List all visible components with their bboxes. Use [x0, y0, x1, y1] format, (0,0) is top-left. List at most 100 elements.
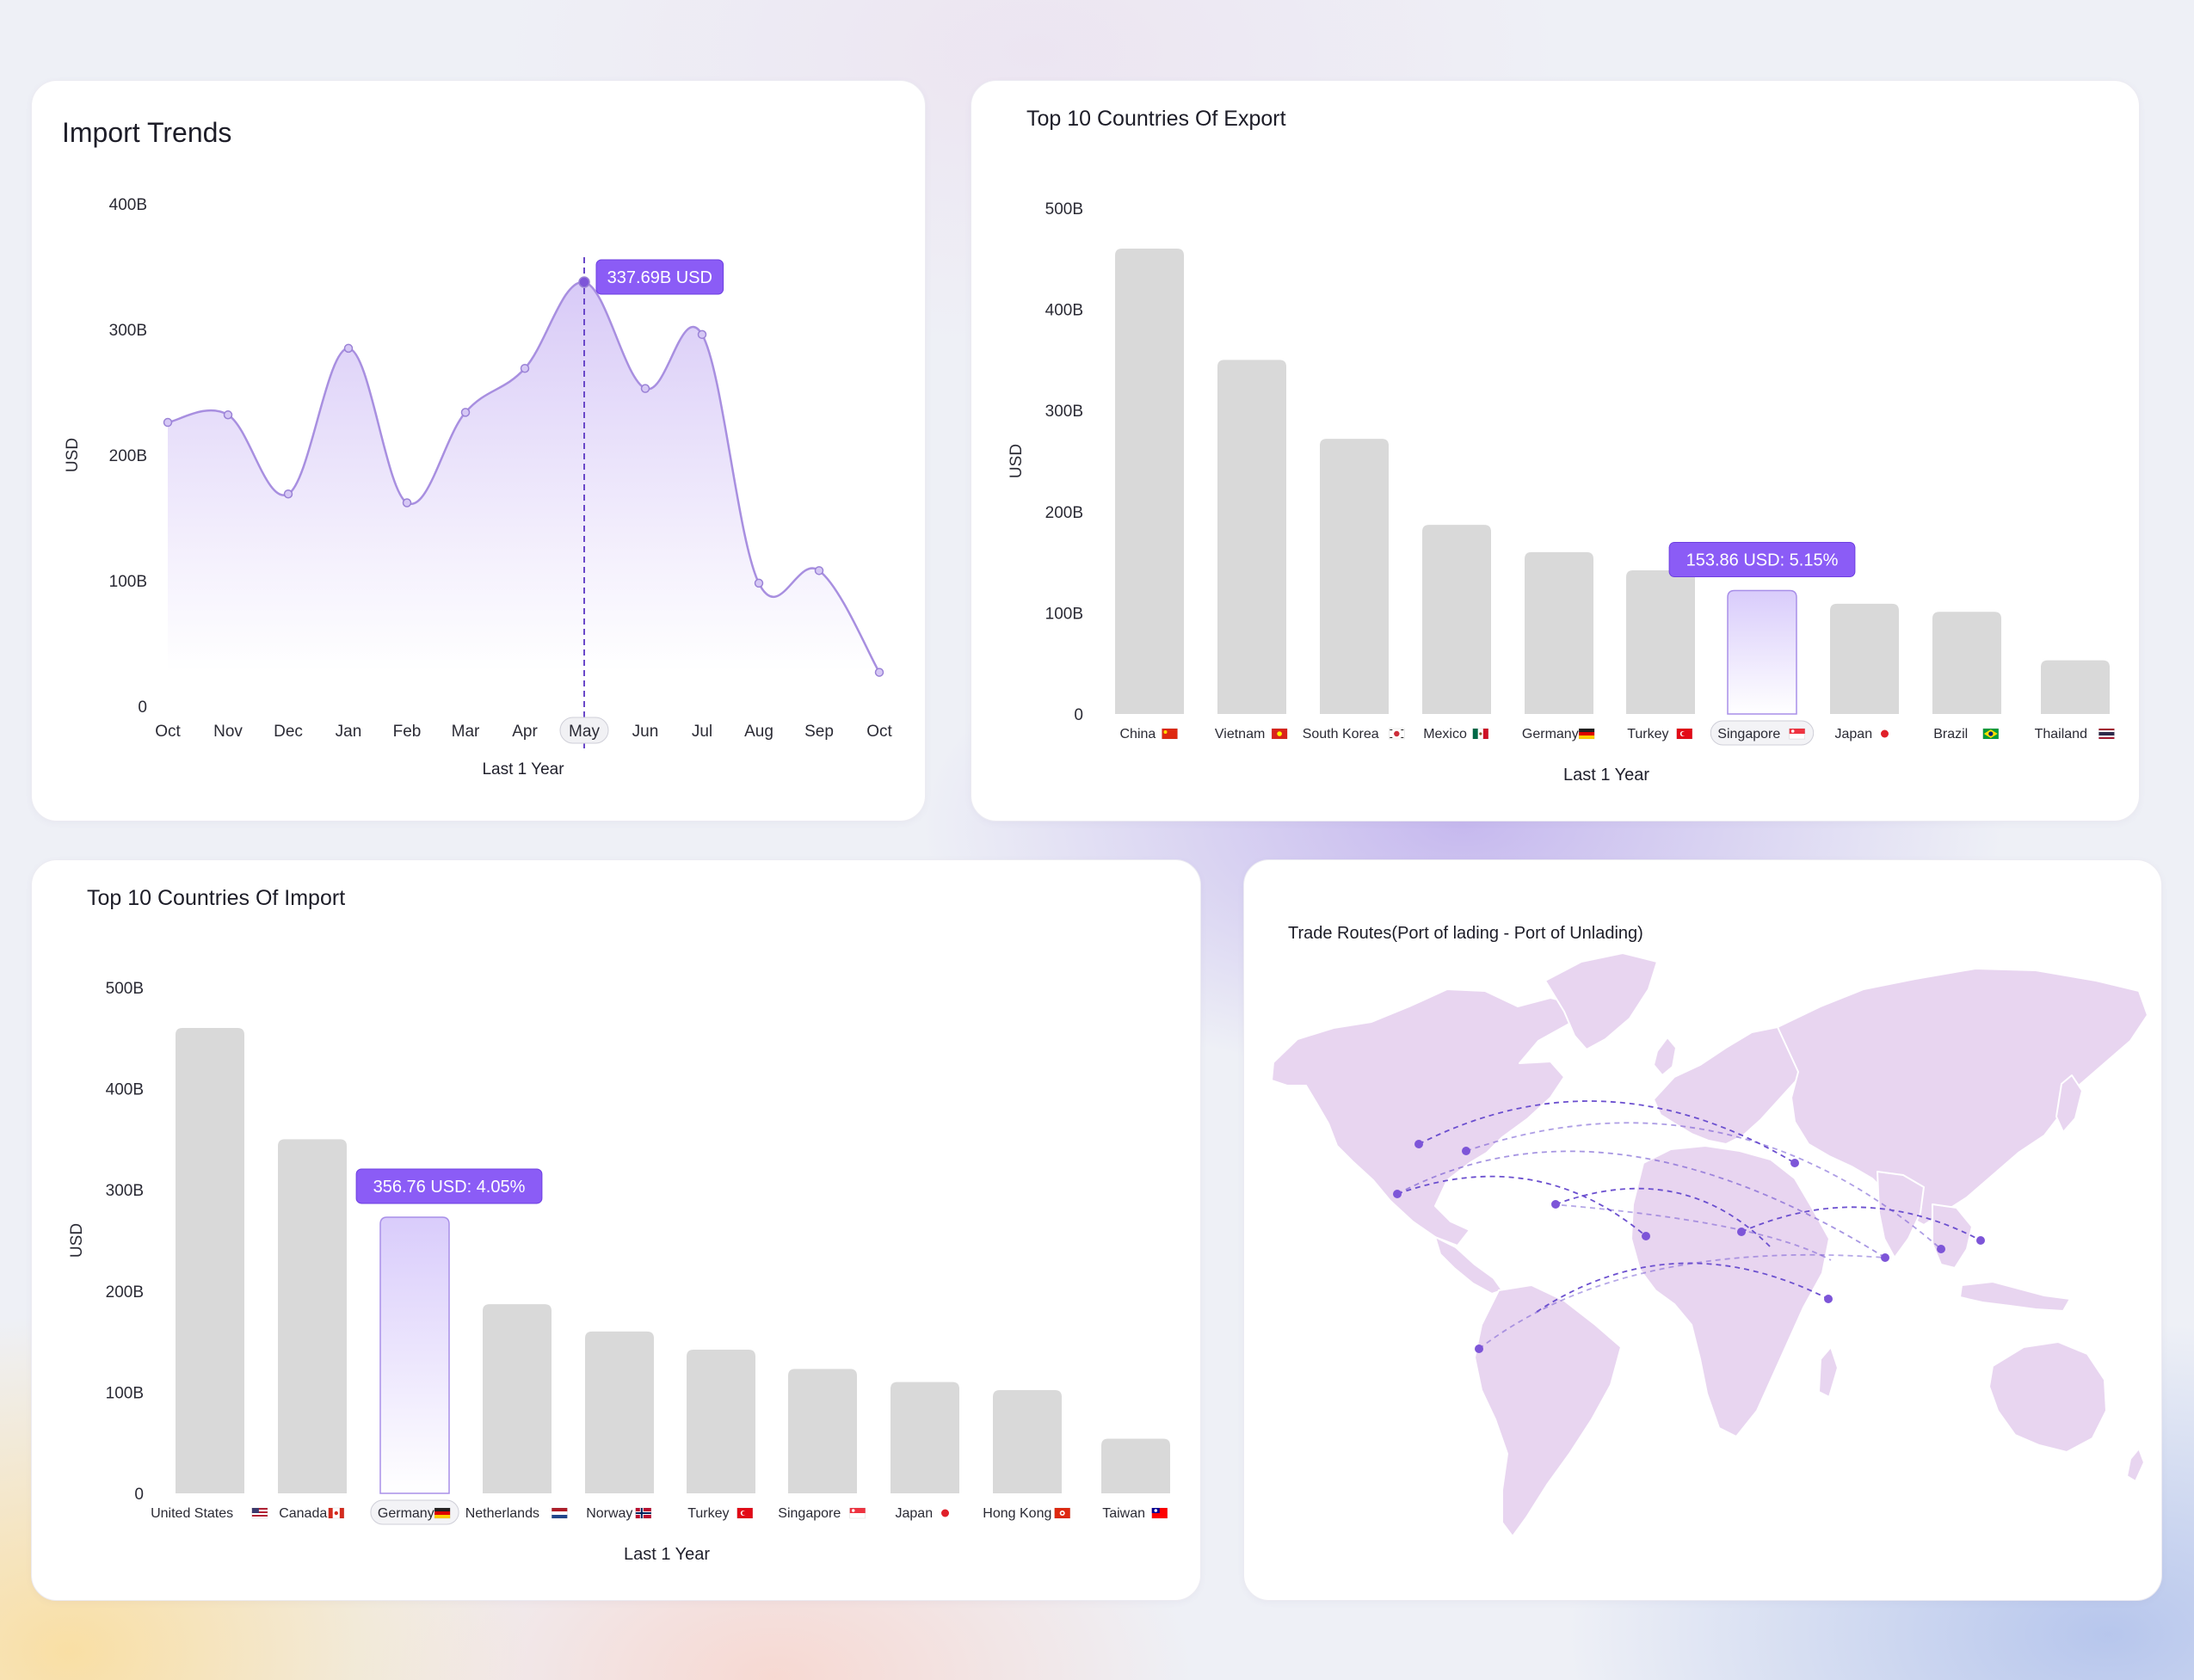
x-tick-label: Germany — [1522, 727, 1579, 742]
y-tick-label: 0 — [134, 1486, 144, 1504]
north-america-landmass — [1271, 988, 1581, 1246]
japan-landmass — [2055, 1074, 2083, 1133]
bar-tooltip — [355, 1168, 543, 1204]
southeast-asia-landmass — [1932, 1203, 1973, 1269]
trade-routes-title: Trade Routes(Port of lading - Port of Un… — [1288, 924, 1643, 943]
data-point — [520, 364, 530, 373]
flag-jp-icon — [1881, 729, 1889, 738]
flag-jp-icon — [941, 1509, 949, 1517]
import-trends-card: Import Trends 0 100B 200B 300B 400B USD 337.69… — [31, 80, 926, 822]
data-point — [697, 329, 707, 340]
flag-no-icon — [635, 1507, 652, 1519]
x-tick-label: United States — [151, 1506, 233, 1521]
x-tick-label: Turkey — [1627, 727, 1668, 742]
data-point — [754, 578, 764, 588]
trade-routes-card: Trade Routes(Port of lading - Port of Un… — [1243, 859, 2162, 1601]
x-tick-label: Germany — [378, 1506, 434, 1521]
x-tick-label: Norway — [586, 1506, 632, 1521]
bar — [1727, 589, 1797, 715]
x-tick-label: Taiwan — [1102, 1506, 1145, 1521]
x-tick-label: Aug — [744, 723, 773, 741]
port-marker — [1462, 1147, 1470, 1155]
indonesia-landmass — [1959, 1281, 2071, 1312]
data-point — [283, 489, 293, 499]
bar — [1320, 439, 1389, 714]
x-tick-label: Netherlands — [465, 1506, 539, 1521]
uk-landmass — [1653, 1037, 1677, 1076]
x-tick-label: Brazil — [1933, 727, 1968, 742]
x-tick-label: Mar — [452, 723, 480, 741]
y-tick-label: 500B — [106, 980, 144, 998]
x-axis-title: Last 1 Year — [624, 1545, 710, 1564]
x-tick-label: China — [1120, 727, 1156, 742]
flag-kr-icon — [1388, 728, 1405, 740]
data-point — [578, 276, 590, 288]
x-tick-label: Feb — [393, 723, 422, 741]
data-point — [640, 384, 650, 393]
trade-route-arcs — [1396, 1100, 1981, 1350]
x-tick-label: Singapore — [1717, 727, 1780, 742]
data-point — [460, 408, 471, 417]
bar — [1932, 612, 2001, 714]
x-tick-label: Jun — [632, 723, 659, 741]
bar — [1525, 551, 1593, 714]
y-tick-label: 100B — [1045, 605, 1083, 623]
y-tick-label: 400B — [109, 196, 147, 214]
bar-tooltip — [1668, 542, 1856, 578]
y-tick-label: 300B — [106, 1182, 144, 1200]
bar — [993, 1390, 1062, 1493]
y-tick-label: 200B — [1045, 504, 1083, 522]
data-point — [223, 410, 233, 420]
x-tick-label: Japan — [1835, 727, 1873, 742]
route-arc — [1478, 1253, 1886, 1350]
australia-landmass — [1988, 1341, 2107, 1453]
bar — [1422, 525, 1491, 714]
europe-landmass — [1653, 1026, 1813, 1145]
flag-br-icon — [1982, 728, 2000, 740]
port-marker — [1976, 1236, 1985, 1245]
flag-nl-icon — [551, 1507, 568, 1519]
bar-tooltip-text: 153.86 USD: 5.15% — [1686, 551, 1839, 570]
x-axis-title: Last 1 Year — [1563, 766, 1649, 785]
line-tooltip-text: 337.69B USD — [607, 268, 712, 287]
top-export-title: Top 10 Countries Of Export — [1026, 107, 1286, 131]
flag-tw-icon — [1151, 1507, 1168, 1519]
y-tick-label: 0 — [138, 698, 147, 717]
port-marker — [1737, 1228, 1746, 1236]
x-tick-label: South Korea — [1303, 727, 1379, 742]
world-map[interactable] — [1244, 860, 2161, 1600]
bar — [483, 1304, 552, 1493]
flag-de-icon — [1578, 728, 1595, 740]
y-tick-label: 400B — [106, 1081, 144, 1099]
selected-category-pill — [1710, 720, 1815, 746]
flag-de-icon — [434, 1507, 451, 1519]
y-tick-label: 300B — [109, 322, 147, 340]
bar — [379, 1216, 450, 1494]
data-point — [402, 498, 412, 508]
new-zealand-landmass — [2126, 1448, 2145, 1482]
port-marker — [1551, 1200, 1560, 1209]
south-america-landmass — [1474, 1284, 1622, 1537]
import-trends-chart: 0 100B 200B 300B 400B USD 337.69B USD Oct Nov Dec… — [64, 196, 892, 778]
flag-sg-icon — [849, 1507, 866, 1519]
port-marker — [1475, 1345, 1483, 1353]
madagascar-landmass — [1818, 1346, 1839, 1398]
bar — [687, 1350, 755, 1493]
x-tick-label: Japan — [896, 1506, 934, 1521]
y-tick-label: 200B — [109, 447, 147, 465]
flag-sg-icon — [1789, 728, 1806, 740]
y-axis-title: USD — [1008, 444, 1026, 478]
route-arc — [1551, 1203, 1832, 1261]
flag-ca-icon — [328, 1507, 345, 1519]
x-tick-label: Oct — [866, 723, 892, 741]
x-tick-label: Apr — [512, 723, 538, 741]
x-tick-label: Jul — [692, 723, 712, 741]
flag-tr-icon — [736, 1507, 754, 1519]
x-tick-label: Sep — [804, 723, 834, 741]
x-tick-label: Hong Kong — [983, 1506, 1051, 1521]
top-import-title: Top 10 Countries Of Import — [87, 886, 346, 910]
flag-tr-icon — [1676, 728, 1693, 740]
y-tick-label: 200B — [106, 1283, 144, 1302]
data-point — [163, 417, 173, 428]
bar — [1830, 603, 1899, 714]
